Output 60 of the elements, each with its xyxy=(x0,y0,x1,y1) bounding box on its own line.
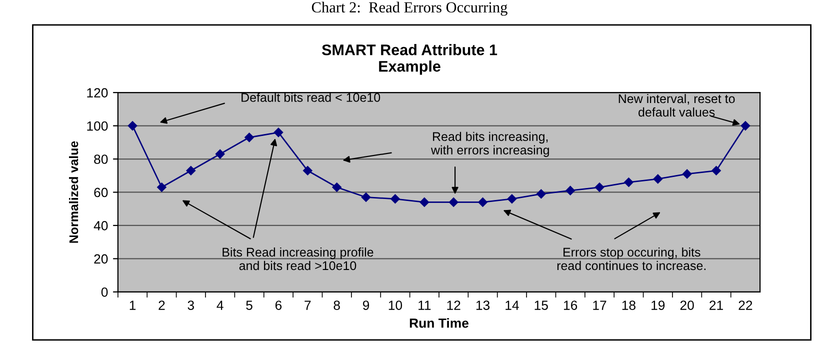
x-tick-label: 10 xyxy=(388,300,402,310)
point xyxy=(128,121,138,130)
x-tick-label: 5 xyxy=(246,300,252,310)
y-tick-label: 100 xyxy=(87,121,108,131)
annotation: Errors stop occuring, bits read continues to increase. xyxy=(557,247,706,270)
x-tick-label: 21 xyxy=(710,300,723,310)
x-tick-label: 16 xyxy=(564,300,578,310)
x-tick-label: 20 xyxy=(680,300,694,310)
x-tick-label: 15 xyxy=(534,300,548,310)
y-tick-label: 80 xyxy=(94,154,108,164)
point xyxy=(244,132,254,142)
x-tick-label: 22 xyxy=(738,300,752,310)
x-tick-label: 6 xyxy=(275,300,282,310)
point xyxy=(624,178,634,187)
x-tick-label: 4 xyxy=(216,300,224,310)
y-tick-label: 0 xyxy=(101,287,108,297)
x-tick-label: 7 xyxy=(304,300,311,310)
x-tick-label: 14 xyxy=(506,300,519,310)
point xyxy=(478,198,488,207)
point xyxy=(420,198,430,207)
y-tick-label: 20 xyxy=(94,254,108,264)
point xyxy=(653,174,663,184)
x-tick-label: 9 xyxy=(362,300,370,310)
x-tick-label: 2 xyxy=(158,300,165,310)
x-tick-label: 19 xyxy=(652,300,665,310)
y-tick-label: 60 xyxy=(94,188,108,198)
x-tick-label: 13 xyxy=(476,300,490,310)
point xyxy=(448,198,458,207)
point xyxy=(566,186,575,196)
y-tick-label: 120 xyxy=(87,88,108,98)
annotation: Bits Read increasing profile and bits read >10e10 xyxy=(222,247,374,270)
point xyxy=(390,194,400,204)
x-tick-label: 1 xyxy=(130,300,136,310)
x-tick-label: 18 xyxy=(622,300,636,310)
annotation: Read bits increasing, with errors increasing xyxy=(430,132,549,157)
annotation: Default bits read < 10e10 xyxy=(242,92,380,102)
x-axis-title: Run Time xyxy=(410,318,468,328)
x-tick-label: 8 xyxy=(334,300,340,310)
caption: Chart 2: Read Errors Occurring xyxy=(312,2,508,16)
point xyxy=(682,169,692,179)
x-tick-label: 3 xyxy=(188,300,194,310)
point xyxy=(274,128,284,138)
point xyxy=(712,166,721,176)
point xyxy=(536,189,546,199)
point xyxy=(361,192,371,202)
point xyxy=(157,182,166,192)
point xyxy=(303,166,312,176)
point xyxy=(507,194,517,204)
point xyxy=(594,182,604,192)
chart-title: SMART Read Attribute 1 Example xyxy=(322,44,498,75)
x-tick-label: 12 xyxy=(447,300,460,310)
point xyxy=(740,121,750,130)
y-axis-title: Normalized value xyxy=(68,141,78,243)
point xyxy=(332,182,342,192)
x-tick-label: 17 xyxy=(593,300,606,310)
point xyxy=(215,149,225,159)
point xyxy=(186,166,196,176)
y-tick-label: 40 xyxy=(94,221,108,230)
x-tick-label: 11 xyxy=(418,300,431,310)
annotation: New interval, reset to default values xyxy=(618,94,735,117)
